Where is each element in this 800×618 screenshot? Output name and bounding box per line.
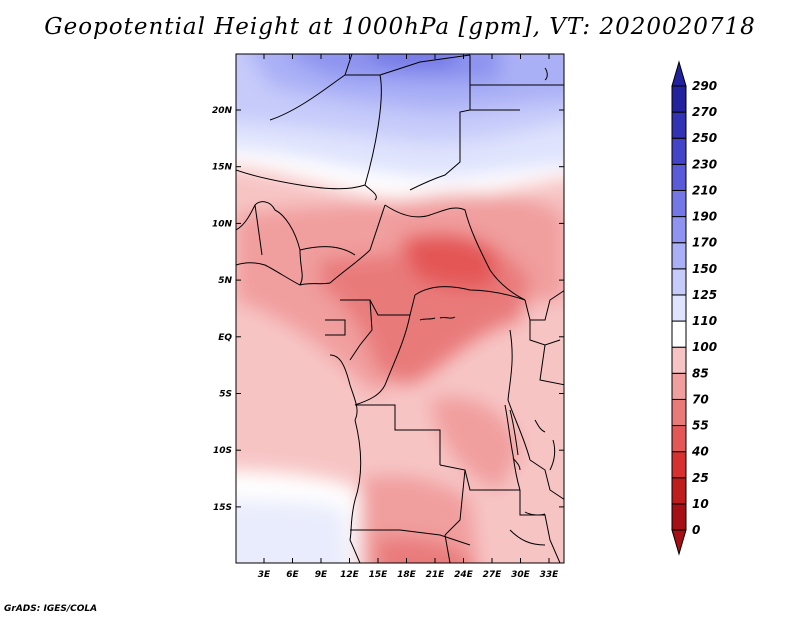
colorbar-level-label: 100 bbox=[692, 340, 717, 354]
colorbar-segment bbox=[671, 294, 687, 322]
lon-tick-label: 15E bbox=[369, 570, 389, 580]
colorbar-level-label: 270 bbox=[692, 105, 717, 119]
lat-tick-label: 5S bbox=[219, 390, 232, 400]
colorbar-level-label: 10 bbox=[692, 497, 709, 511]
lon-tick-label: 6E bbox=[286, 570, 299, 580]
country-borders bbox=[236, 54, 564, 563]
lon-tick-label: 27E bbox=[483, 570, 503, 580]
lon-tick-label: 21E bbox=[426, 570, 446, 580]
colorbar-segment bbox=[671, 189, 687, 218]
colorbar-segment bbox=[671, 503, 687, 531]
page-title: Geopotential Height at 1000hPa [gpm], VT… bbox=[44, 14, 756, 40]
lon-tick-label: 24E bbox=[454, 570, 474, 580]
lat-tick-label: 20N bbox=[212, 106, 233, 116]
colorbar-level-label: 25 bbox=[692, 471, 709, 485]
lon-tick-label: 3E bbox=[258, 570, 271, 580]
colorbar-level-label: 85 bbox=[692, 366, 709, 380]
colorbar-segment bbox=[671, 137, 687, 165]
colorbar-segment bbox=[671, 425, 687, 453]
longitude-axis: 3E 6E 9E 12E 15E 18E 21E 24E 27E 30E 33E bbox=[258, 54, 559, 580]
colorbar-segment bbox=[671, 477, 687, 505]
latitude-axis: 20N 15N 10N 5N EQ 5S 10S 15S bbox=[212, 106, 564, 513]
colorbar-segment bbox=[671, 320, 687, 348]
colorbar-level-label: 250 bbox=[692, 131, 717, 145]
lat-tick-label: EQ bbox=[218, 333, 232, 343]
colorbar: 0 10 25 40 55 70 85 100 110 125 150 170 190 210 230 250… bbox=[671, 60, 717, 556]
colorbar-level-label: 0 bbox=[692, 523, 700, 537]
colorbar-level-label: 210 bbox=[692, 183, 717, 197]
lon-tick-label: 33E bbox=[540, 570, 560, 580]
colorbar-segment bbox=[671, 346, 687, 374]
lat-tick-label: 5N bbox=[218, 276, 232, 286]
map-area bbox=[236, 54, 564, 563]
colorbar-segment bbox=[671, 111, 687, 139]
credit-label: GrADS: IGES/COLA bbox=[4, 604, 98, 614]
colorbar-under-arrow bbox=[671, 529, 687, 556]
lat-tick-label: 10S bbox=[213, 446, 232, 456]
colorbar-segment bbox=[671, 85, 687, 113]
colorbar-level-label: 70 bbox=[692, 392, 709, 406]
colorbar-segment bbox=[671, 268, 687, 296]
colorbar-level-label: 170 bbox=[692, 236, 717, 250]
colorbar-level-label: 290 bbox=[692, 79, 717, 93]
colorbar-over-arrow bbox=[671, 60, 687, 87]
colorbar-level-label: 150 bbox=[692, 262, 717, 276]
lat-tick-label: 15S bbox=[213, 503, 232, 513]
colorbar-level-label: 55 bbox=[692, 419, 709, 433]
colorbar-segment bbox=[671, 372, 687, 400]
colorbar-level-label: 230 bbox=[692, 157, 717, 171]
colorbar-level-label: 125 bbox=[692, 288, 717, 302]
lat-tick-label: 15N bbox=[212, 163, 233, 173]
lon-tick-label: 12E bbox=[340, 570, 360, 580]
colorbar-level-label: 110 bbox=[692, 314, 717, 328]
lat-tick-label: 10N bbox=[212, 219, 233, 229]
colorbar-segment bbox=[671, 451, 687, 479]
colorbar-segment bbox=[671, 216, 687, 244]
colorbar-level-label: 40 bbox=[691, 445, 709, 459]
map-frame bbox=[235, 53, 565, 564]
colorbar-level-label: 190 bbox=[692, 210, 717, 224]
lon-tick-label: 30E bbox=[511, 570, 531, 580]
colorbar-segment bbox=[671, 163, 687, 191]
lon-tick-label: 18E bbox=[397, 570, 417, 580]
height-field bbox=[236, 54, 564, 563]
colorbar-segment bbox=[671, 242, 687, 270]
colorbar-segment bbox=[671, 398, 687, 427]
lon-tick-label: 9E bbox=[315, 570, 328, 580]
